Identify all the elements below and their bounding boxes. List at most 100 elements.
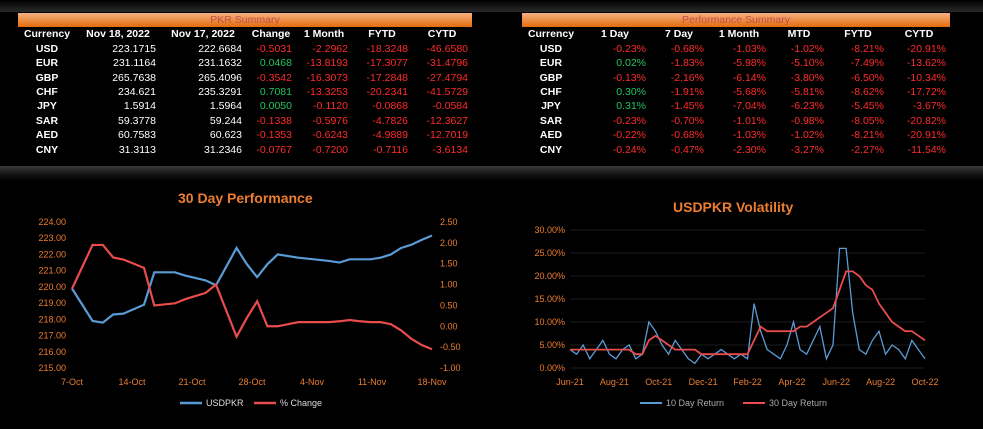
perf-header-4: MTD: [787, 28, 811, 41]
table-cell: -0.3542: [256, 71, 292, 84]
table-cell: -12.7019: [426, 129, 468, 142]
table-cell: 231.1632: [198, 57, 242, 70]
table-cell: 31.3113: [118, 143, 156, 156]
table-row: USD 223.1715 222.6684 -0.5031 -2.2962 -18.324…: [18, 42, 472, 56]
x-tick-label: Jun-21: [556, 377, 584, 387]
series-line-10-day: [569, 247, 926, 365]
table-cell: -17.72%: [906, 86, 946, 99]
y-tick-label: 0.00%: [539, 363, 565, 373]
x-tick-label: 4-Nov: [300, 377, 325, 387]
table-cell: 235.3291: [198, 86, 242, 99]
table-row: CHF 234.621 235.3291 0.7081 -13.3253 -20.2341…: [18, 85, 472, 99]
table-row: CNY -0.24% -0.47% -2.30% -3.27% -2.27% -11.54%: [522, 143, 950, 157]
currency-code: CHF: [540, 86, 562, 99]
table-cell: -20.82%: [906, 114, 946, 127]
x-tick-label: 18-Nov: [417, 377, 447, 387]
table-cell: -5.68%: [732, 86, 766, 99]
pkr-summary-title: PKR Summary: [18, 13, 472, 28]
currency-code: CNY: [35, 143, 59, 156]
table-cell: 0.02%: [616, 57, 646, 70]
table-cell: -6.23%: [790, 100, 824, 113]
table-cell: -7.04%: [732, 100, 766, 113]
table-cell: -11.54%: [907, 143, 946, 156]
y-tick-label: 5.00%: [539, 340, 565, 350]
x-tick-label: Aug-21: [600, 377, 629, 387]
y-tick-label: 20.00%: [534, 271, 565, 281]
table-cell: -0.68%: [670, 42, 704, 55]
table-cell: -5.81%: [790, 86, 824, 99]
table-cell: -16.3073: [306, 71, 348, 84]
table-row: EUR 0.02% -1.83% -5.98% -5.10% -7.49% -13.62%: [522, 56, 950, 70]
currency-code: GBP: [35, 71, 59, 84]
y2-tick-label: 2.50: [440, 217, 458, 227]
table-cell: -13.3253: [306, 86, 348, 99]
y2-tick-label: -0.50: [440, 342, 461, 352]
table-cell: -2.27%: [850, 143, 884, 156]
y-tick-label: 221.00: [38, 266, 66, 276]
table-cell: 234.621: [118, 86, 156, 99]
table-cell: 1.5964: [209, 100, 242, 113]
pkr-header-4: 1 Month: [303, 28, 345, 41]
perf-header-6: CYTD: [904, 28, 934, 41]
x-tick-label: Aug-22: [866, 377, 895, 387]
currency-code: EUR: [539, 57, 563, 70]
y-tick-label: 217.00: [38, 331, 66, 341]
x-tick-label: 7-Oct: [61, 377, 84, 387]
table-cell: -27.4794: [426, 71, 468, 84]
series-line-usdpkr: [71, 234, 433, 324]
perf-header-2: 7 Day: [664, 28, 694, 41]
table-cell: -2.30%: [732, 143, 766, 156]
x-tick-label: Feb-22: [733, 377, 762, 387]
currency-code: USD: [539, 42, 563, 55]
x-tick-label: Apr-22: [778, 377, 805, 387]
y-tick-label: 218.00: [38, 314, 66, 324]
table-cell: -3.27%: [790, 143, 824, 156]
table-cell: 60.623: [209, 129, 242, 142]
y2-tick-label: -1.00: [440, 363, 461, 373]
table-cell: 0.30%: [616, 86, 646, 99]
table-cell: -0.23%: [612, 114, 646, 127]
table-cell: -18.3248: [366, 42, 408, 55]
table-cell: 0.7081: [259, 86, 292, 99]
y2-tick-label: 0.50: [440, 300, 458, 310]
currency-code: USD: [35, 42, 59, 55]
table-cell: -8.05%: [850, 114, 884, 127]
y-tick-label: 10.00%: [534, 317, 565, 327]
x-tick-label: 11-Nov: [358, 377, 387, 387]
table-cell: -31.4796: [426, 57, 468, 70]
table-cell: -1.03%: [732, 129, 766, 142]
table-cell: -0.5031: [256, 42, 292, 55]
y2-tick-label: 0.00: [440, 321, 458, 331]
series-line-30-day: [570, 270, 926, 356]
table-cell: 223.1715: [112, 42, 156, 55]
table-cell: 1.5914: [123, 100, 156, 113]
table-row: SAR -0.23% -0.70% -1.01% -0.98% -8.05% -20.82%: [522, 114, 950, 128]
y-tick-label: 222.00: [38, 249, 66, 259]
y-tick-label: 15.00%: [534, 294, 565, 304]
table-cell: -0.68%: [670, 129, 704, 142]
table-cell: -0.24%: [612, 143, 646, 156]
x-tick-label: 21-Oct: [178, 377, 206, 387]
currency-code: GBP: [539, 71, 563, 84]
performance-summary-table: Performance Summary Currency 1 Day 7 Day 1 …: [522, 13, 950, 157]
y-tick-label: 223.00: [38, 233, 66, 243]
table-cell: -6.14%: [732, 71, 766, 84]
table-cell: 0.0050: [259, 100, 292, 113]
table-row: CHF 0.30% -1.91% -5.68% -5.81% -8.62% -17.72%: [522, 85, 950, 99]
table-cell: -0.0868: [372, 100, 408, 113]
chart-usdpkr-volatility: 30.00% 25.00% 20.00% 15.00% 10.00% 5.00% 0.00%…: [534, 225, 938, 408]
table-cell: -1.03%: [732, 42, 766, 55]
table-cell: -2.2962: [312, 42, 348, 55]
currency-code: AED: [35, 129, 59, 142]
table-cell: -1.45%: [670, 100, 704, 113]
currency-code: CHF: [36, 86, 58, 99]
y-tick-label: 224.00: [38, 217, 66, 227]
table-cell: 231.1164: [112, 57, 156, 70]
table-cell: -0.0767: [256, 143, 292, 156]
table-cell: -0.22%: [612, 129, 646, 142]
pkr-header-5: FYTD: [368, 28, 396, 41]
pkr-header-3: Change: [251, 28, 291, 41]
currency-code: CNY: [539, 143, 563, 156]
series-line-pct-change: [71, 243, 433, 351]
legend-label-30-day: 30 Day Return: [769, 398, 827, 408]
